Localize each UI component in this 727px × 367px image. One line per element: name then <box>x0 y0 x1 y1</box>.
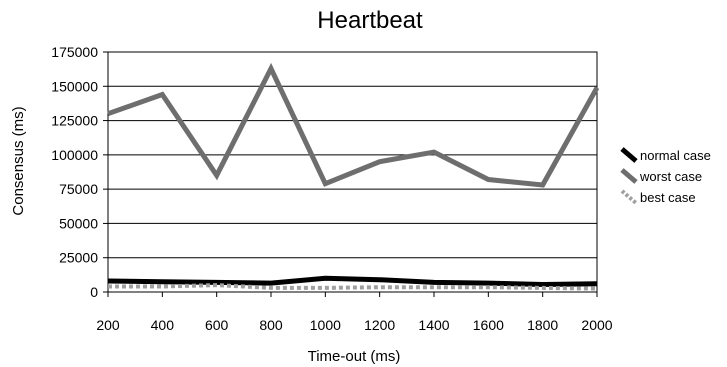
series-line-worst-case <box>107 62 600 188</box>
x-tick-label: 200 <box>96 317 120 333</box>
x-tick-label: 1000 <box>310 317 341 333</box>
plot-area <box>107 51 598 293</box>
series-line-best-case <box>108 283 598 291</box>
y-tick-label: 150000 <box>51 78 98 94</box>
x-tick-label: 800 <box>259 317 283 333</box>
legend-swatch <box>620 168 638 184</box>
series-line-normal-case <box>107 275 598 288</box>
x-tick-label: 1800 <box>527 317 558 333</box>
x-tick-label: 400 <box>151 317 175 333</box>
legend-label: worst case <box>639 169 702 184</box>
y-tick-label: 25000 <box>59 250 98 266</box>
y-tick-label: 125000 <box>51 113 98 129</box>
y-tick-label: 50000 <box>59 215 98 231</box>
axes: 0 25000 50000 75000 100000 125000 150000 175000… <box>51 44 612 333</box>
legend-label: normal case <box>640 148 711 163</box>
y-tick-label: 75000 <box>59 181 98 197</box>
y-tick-label: 175000 <box>51 44 98 60</box>
legend-swatch <box>620 147 638 163</box>
gridlines <box>108 85 597 259</box>
legend: normal case worst case best case <box>620 147 711 205</box>
x-tick-label: 600 <box>205 317 229 333</box>
x-tick-label: 1400 <box>418 317 449 333</box>
series-lines <box>107 62 600 291</box>
y-tick-label: 0 <box>90 284 98 300</box>
x-tick-label: 1200 <box>364 317 395 333</box>
y-tick-label: 100000 <box>51 147 98 163</box>
x-tick-label: 1600 <box>473 317 504 333</box>
y-axis-title: Consensus (ms) <box>10 106 27 215</box>
x-tick-label: 2000 <box>581 317 612 333</box>
legend-label: best case <box>640 190 696 205</box>
chart-title: Heartbeat <box>317 7 423 34</box>
x-axis-title: Time-out (ms) <box>308 348 401 365</box>
legend-swatch <box>620 189 638 205</box>
